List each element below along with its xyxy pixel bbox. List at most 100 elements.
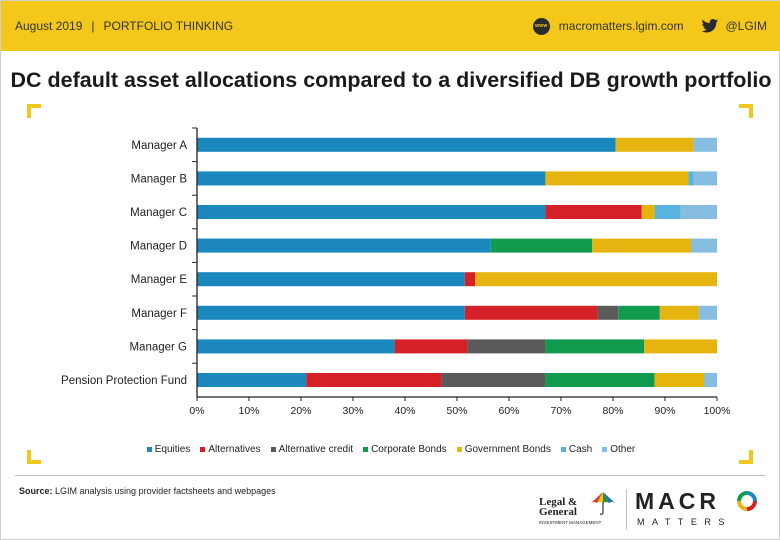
bar-segment-corporate-bonds-6 xyxy=(545,339,645,354)
bar-segment-equities-3 xyxy=(197,238,491,253)
source-label: Source: xyxy=(19,486,53,496)
x-tick-label: 100% xyxy=(704,405,731,417)
bar-segment-other-1 xyxy=(693,171,717,186)
x-tick-label: 40% xyxy=(394,405,415,417)
bar-segment-government-bonds-2 xyxy=(641,205,655,219)
bar-segment-equities-0 xyxy=(197,137,616,152)
lg-subtitle: INVESTMENT MANAGEMENT xyxy=(539,520,602,525)
legend-item-corporate-bonds: Corporate Bonds xyxy=(363,444,447,455)
x-axis: 0% 10% 20% 30% 40% 50% 60% 70% 80% 90% 100% xyxy=(189,396,731,417)
x-tick-label: 60% xyxy=(498,405,519,417)
bar-segment-cash-2 xyxy=(654,205,681,219)
category-label: Manager B xyxy=(131,173,188,185)
legend-swatch xyxy=(146,447,152,452)
legend-label: Other xyxy=(610,444,636,455)
header-left: August 2019 | PORTFOLIO THINKING xyxy=(15,19,233,33)
category-label: Manager A xyxy=(131,140,187,152)
bar-segment-government-bonds-7 xyxy=(654,373,704,387)
corner-bracket-top-right xyxy=(739,104,753,118)
category-label: Pension Protection Fund xyxy=(61,375,187,387)
source-note: Source: LGIM analysis using provider fac… xyxy=(19,486,276,496)
bar-segment-other-3 xyxy=(691,238,717,253)
category-label: Manager C xyxy=(130,207,187,219)
x-tick-label: 30% xyxy=(342,405,363,417)
x-tick-label: 20% xyxy=(290,405,311,417)
legend-item-government-bonds: Government Bonds xyxy=(456,444,551,455)
multicolour-o-ring-icon xyxy=(737,491,757,511)
legend-swatch xyxy=(560,447,566,452)
footer-divider xyxy=(15,475,765,476)
bar-segment-alternatives-7 xyxy=(306,373,442,387)
legend-swatch xyxy=(602,447,608,452)
bar-segment-other-2 xyxy=(680,205,717,219)
lg-line1: Legal & xyxy=(539,496,578,508)
bar-segment-government-bonds-0 xyxy=(615,137,694,152)
macro-wordmark: MACR xyxy=(635,488,720,514)
bar-segment-cash-1 xyxy=(688,171,694,186)
source-text: LGIM analysis using provider factsheets … xyxy=(55,486,276,496)
globe-icon: www xyxy=(532,17,550,35)
x-tick-label: 80% xyxy=(602,405,623,417)
bar-segment-alternative-credit-5 xyxy=(597,305,619,320)
legend-label: Corporate Bonds xyxy=(371,444,447,455)
bar-segment-alternatives-4 xyxy=(464,272,476,287)
legend-label: Equities xyxy=(154,444,191,455)
x-tick-label: 90% xyxy=(654,405,675,417)
legal-general-logo: Legal & General INVESTMENT MANAGEMENT xyxy=(539,489,619,529)
bar-segment-equities-5 xyxy=(197,305,465,320)
bar-segment-corporate-bonds-7 xyxy=(545,373,655,387)
header-separator: | xyxy=(91,19,95,33)
section-name: PORTFOLIO THINKING xyxy=(103,19,234,33)
legend-item-other: Other xyxy=(602,444,635,455)
bar-segment-corporate-bonds-5 xyxy=(618,305,660,320)
bar-segment-alternatives-5 xyxy=(464,305,598,320)
bar-segment-alternatives-2 xyxy=(545,205,642,219)
legend-item-cash: Cash xyxy=(560,444,593,455)
bar-segment-alternative-credit-7 xyxy=(441,373,546,387)
lg-line2: General xyxy=(539,506,577,518)
twitter-handle[interactable]: @LGIM xyxy=(725,19,767,33)
corner-bracket-top-left xyxy=(27,104,41,118)
website-link[interactable]: macromatters.lgim.com xyxy=(558,19,684,33)
report-date: August 2019 xyxy=(15,19,83,33)
bar-segment-equities-7 xyxy=(197,373,307,387)
y-axis: Manager A Manager B Manager C Manager D Mana… xyxy=(61,127,198,397)
bar-segment-alternative-credit-6 xyxy=(467,339,546,354)
bar-segment-government-bonds-4 xyxy=(475,272,717,287)
legal-general-wordmark: Legal & General xyxy=(539,496,578,518)
legend-swatch xyxy=(200,447,206,452)
bar-segment-other-7 xyxy=(704,373,717,387)
logo-divider xyxy=(626,489,627,529)
twitter-bird-icon[interactable] xyxy=(701,19,719,33)
category-label: Manager E xyxy=(131,274,188,286)
legend-label: Government Bonds xyxy=(464,444,551,455)
bar-segment-other-5 xyxy=(698,305,717,320)
bar-segment-equities-4 xyxy=(197,272,465,287)
header-bar: August 2019 | PORTFOLIO THINKING www macro… xyxy=(1,1,780,51)
corner-bracket-bottom-right xyxy=(739,450,753,464)
corner-bracket-bottom-left xyxy=(27,450,41,464)
legend-item-alternative-credit: Alternative credit xyxy=(270,444,354,455)
category-label: Manager G xyxy=(129,341,187,353)
bar-segment-equities-6 xyxy=(197,339,395,354)
x-tick-label: 50% xyxy=(446,405,467,417)
legend-label: Cash xyxy=(568,444,593,455)
bar-segment-government-bonds-3 xyxy=(592,238,691,253)
legend-label: Alternative credit xyxy=(278,444,354,455)
bar-segment-government-bonds-1 xyxy=(545,171,689,186)
legend-label: Alternatives xyxy=(208,444,261,455)
x-tick-label: 70% xyxy=(550,405,571,417)
legend-swatch xyxy=(270,447,276,452)
legend-swatch xyxy=(456,447,462,452)
category-label: Manager D xyxy=(130,241,187,253)
bar-segment-alternatives-6 xyxy=(394,339,468,354)
bar-segment-corporate-bonds-3 xyxy=(490,238,593,253)
chart-legend: Equities Alternatives Alternative credit Co… xyxy=(1,444,780,455)
x-tick-label: 0% xyxy=(189,405,204,417)
bar-segment-equities-2 xyxy=(197,205,546,219)
bar-segment-government-bonds-6 xyxy=(644,339,717,354)
legend-item-alternatives: Alternatives xyxy=(200,444,261,455)
legend-swatch xyxy=(363,447,369,452)
